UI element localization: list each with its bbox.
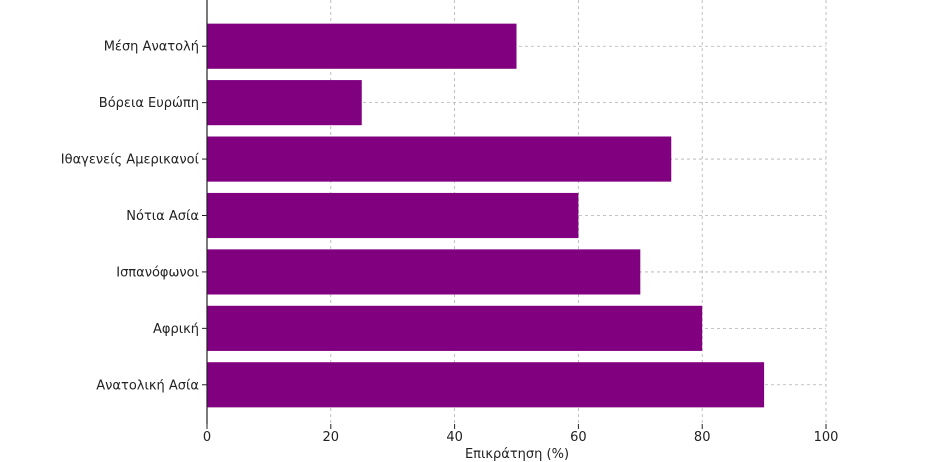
bar — [207, 23, 517, 69]
bar — [207, 192, 579, 239]
x-tick-label: 60 — [570, 430, 587, 445]
y-tick-label: Μέση Ανατολή — [104, 40, 199, 55]
x-tick-label: 20 — [323, 430, 340, 445]
bar — [207, 80, 362, 126]
x-tick-label: 80 — [694, 430, 711, 445]
x-axis-label: Επικράτηση (%) — [465, 447, 569, 462]
bars — [207, 23, 765, 408]
y-tick-label: Νότια Ασία — [126, 209, 199, 224]
x-tick-label: 100 — [814, 430, 839, 445]
y-tick-label: Αφρική — [153, 322, 199, 337]
y-tick-label: Ιθαγενείς Αμερικανοί — [61, 153, 200, 168]
x-tick-label: 40 — [446, 430, 463, 445]
y-tick-label: Ανατολική Ασία — [96, 378, 199, 393]
y-tick-label: Ισπανόφωνοι — [116, 265, 199, 280]
bar — [207, 249, 641, 295]
x-ticks: 0 20 40 60 80 100 — [203, 424, 839, 445]
y-tick-label: Βόρεια Ευρώπη — [99, 96, 199, 111]
bar — [207, 136, 672, 182]
bar — [207, 305, 703, 351]
x-tick-label: 0 — [203, 430, 211, 445]
bar — [207, 362, 765, 408]
y-ticks: Ανατολική Ασία Αφρική Ισπανόφωνοι Νότια Ασί… — [61, 40, 207, 393]
